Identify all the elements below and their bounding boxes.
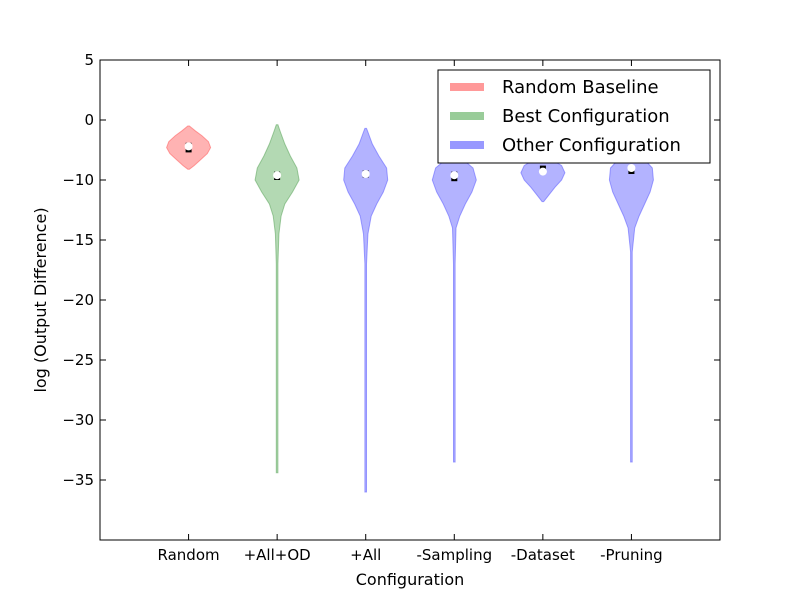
x-tick-label: +All — [350, 546, 381, 564]
violin-random — [166, 125, 212, 170]
violins-layer — [166, 124, 654, 493]
legend-label: Random Baseline — [502, 77, 659, 98]
violin-all — [343, 127, 389, 493]
violin-median-point — [538, 167, 547, 176]
y-tick-label: −30 — [62, 411, 94, 429]
x-tick-label: -Sampling — [416, 546, 492, 564]
y-tick-label: −15 — [62, 231, 94, 249]
violin-median-point — [361, 170, 370, 178]
x-tick-label: -Pruning — [600, 546, 663, 564]
x-tick-label: +All+OD — [244, 546, 311, 564]
legend-swatch — [450, 112, 484, 120]
violin-median-point — [450, 171, 459, 180]
legend: Random Baseline Best Configuration Other C… — [437, 69, 711, 164]
x-axis-label: Configuration — [356, 570, 465, 589]
y-tick-label: −35 — [62, 471, 94, 489]
violin-dataset — [520, 155, 566, 203]
y-tick-label: −25 — [62, 351, 94, 369]
y-tick-label: 5 — [84, 51, 94, 69]
y-axis-label: log (Output Difference) — [31, 207, 50, 392]
violin-allod — [254, 124, 300, 474]
legend-swatch — [450, 83, 484, 91]
x-tick-label: Random — [158, 546, 220, 564]
y-tick-label: 0 — [84, 111, 94, 129]
legend-swatch — [450, 141, 484, 149]
y-tick-label: −10 — [62, 171, 94, 189]
violin-median-point — [273, 171, 282, 180]
x-tick-label: -Dataset — [511, 546, 575, 564]
violin-body — [254, 124, 300, 474]
violin-median-point — [627, 164, 636, 172]
legend-label: Other Configuration — [502, 135, 681, 156]
violin-median-point — [184, 142, 193, 151]
axes-layer: 5 0 −10 −15 −20 −25 −30 −35 Random +All+OD +All -Sa… — [62, 51, 721, 564]
y-tick-label: −20 — [62, 291, 94, 309]
legend-label: Best Configuration — [502, 106, 670, 127]
violin-body — [343, 127, 389, 493]
